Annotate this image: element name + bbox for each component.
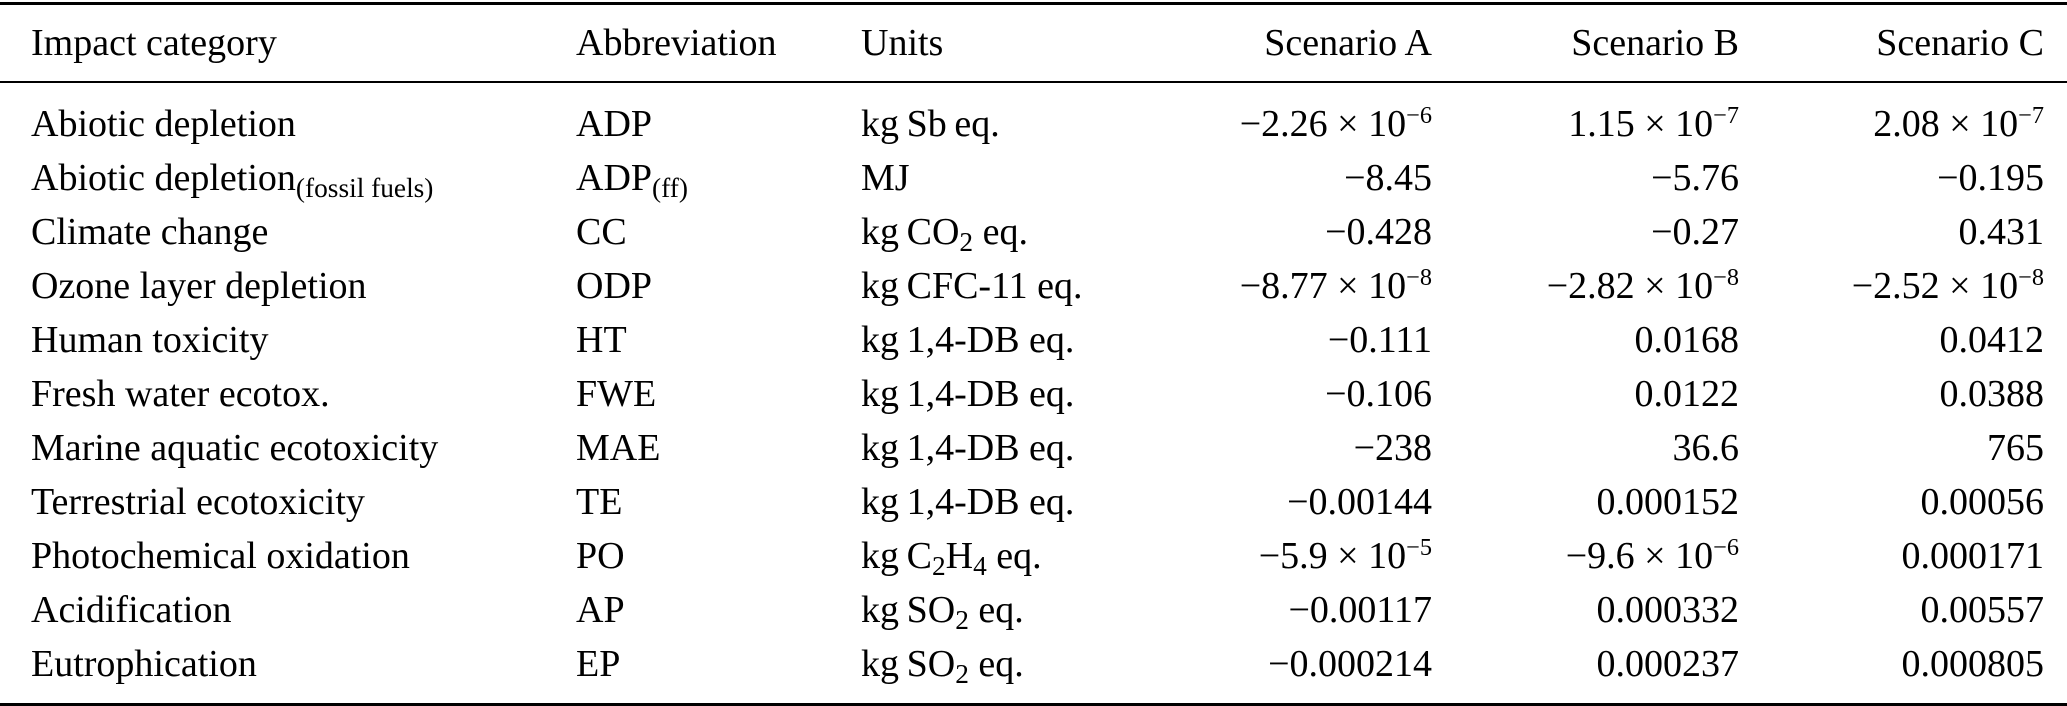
scenario-a-cell: −0.000214 bbox=[1268, 643, 1432, 685]
table-row: Ozone layer depletion ODP kg CFC-11 eq. … bbox=[0, 259, 2067, 313]
header-row: Impact category Abbreviation Units Scena… bbox=[0, 4, 2067, 82]
scenario-c-cell: 0.00557 bbox=[1920, 589, 2045, 631]
abbreviation-cell: TE bbox=[576, 481, 623, 523]
abbreviation-cell: CC bbox=[576, 211, 627, 253]
units-cell: kg 1,4-DB eq. bbox=[861, 319, 1075, 361]
abbreviation-header: Abbreviation bbox=[576, 22, 777, 64]
abbreviation-cell: MAE bbox=[576, 427, 661, 469]
units-cell: kg Sb eq. bbox=[861, 103, 1000, 145]
table-row: Fresh water ecotox. FWE kg 1,4-DB eq. −0… bbox=[0, 367, 2067, 421]
abbreviation-cell: PO bbox=[576, 535, 625, 577]
scenario-b-cell: 1.15 × 10−7 bbox=[1568, 101, 1739, 145]
scenario-a-cell: −238 bbox=[1353, 427, 1432, 469]
table-row: Marine aquatic ecotoxicity MAE kg 1,4-DB… bbox=[0, 421, 2067, 475]
scenario-a-header: Scenario A bbox=[1264, 22, 1432, 64]
scenario-b-cell: −2.82 × 10−8 bbox=[1546, 263, 1739, 307]
scenario-b-cell: 0.000237 bbox=[1596, 643, 1740, 685]
impact-category-header: Impact category bbox=[31, 22, 277, 64]
abbreviation-cell: HT bbox=[576, 319, 627, 361]
scenario-a-cell: −8.77 × 10−8 bbox=[1239, 263, 1432, 307]
scenario-b-cell: 0.0122 bbox=[1634, 373, 1740, 415]
abbreviation-cell: AP bbox=[576, 589, 625, 631]
units-cell: kg SO2 eq. bbox=[861, 589, 1024, 636]
units-cell: kg SO2 eq. bbox=[861, 643, 1024, 690]
impact-category-cell: Fresh water ecotox. bbox=[31, 373, 330, 415]
scenario-c-cell: −0.195 bbox=[1937, 157, 2044, 199]
scenario-a-cell: −8.45 bbox=[1344, 157, 1432, 199]
scenario-c-cell: 0.0388 bbox=[1939, 373, 2045, 415]
abbreviation-cell: ADP(ff) bbox=[576, 157, 688, 204]
impact-category-cell: Human toxicity bbox=[31, 319, 269, 361]
scenario-b-header: Scenario B bbox=[1571, 22, 1739, 64]
scenario-b-cell: −5.76 bbox=[1651, 157, 1739, 199]
abbreviation-cell: ODP bbox=[576, 265, 653, 307]
impact-category-cell: Climate change bbox=[31, 211, 269, 253]
impact-category-cell: Terrestrial ecotoxicity bbox=[31, 481, 365, 523]
units-cell: kg 1,4-DB eq. bbox=[861, 373, 1075, 415]
scenario-b-cell: 36.6 bbox=[1672, 427, 1740, 469]
units-cell: kg 1,4-DB eq. bbox=[861, 481, 1075, 523]
scenario-a-cell: −0.428 bbox=[1325, 211, 1432, 253]
units-cell: kg CFC-11 eq. bbox=[861, 265, 1083, 307]
scenario-c-cell: 0.00056 bbox=[1920, 481, 2045, 523]
scenario-a-cell: −5.9 × 10−5 bbox=[1258, 533, 1432, 577]
impact-category-cell: Ozone layer depletion bbox=[31, 265, 367, 307]
scenario-c-cell: 765 bbox=[1987, 427, 2044, 469]
scenario-a-cell: −0.00117 bbox=[1288, 589, 1432, 631]
units-header: Units bbox=[861, 22, 944, 64]
table-row: Human toxicity HT kg 1,4-DB eq. −0.111 0… bbox=[0, 313, 2067, 367]
scenario-c-header: Scenario C bbox=[1876, 22, 2044, 64]
abbreviation-cell: EP bbox=[576, 643, 621, 685]
scenario-a-cell: −0.106 bbox=[1325, 373, 1432, 415]
table-row: Eutrophication EP kg SO2 eq. −0.000214 0… bbox=[0, 637, 2067, 705]
scenario-a-cell: −2.26 × 10−6 bbox=[1239, 101, 1432, 145]
abbreviation-cell: FWE bbox=[576, 373, 657, 415]
impact-category-cell: Abiotic depletion(fossil fuels) bbox=[31, 157, 434, 204]
scenario-b-cell: 0.0168 bbox=[1634, 319, 1740, 361]
units-cell: kg CO2 eq. bbox=[861, 211, 1028, 258]
impact-category-cell: Acidification bbox=[31, 589, 232, 631]
scenario-c-cell: 2.08 × 10−7 bbox=[1873, 101, 2044, 145]
units-cell: MJ bbox=[861, 157, 910, 199]
scenario-a-cell: −0.111 bbox=[1327, 319, 1432, 361]
units-cell: kg 1,4-DB eq. bbox=[861, 427, 1075, 469]
scenario-a-cell: −0.00144 bbox=[1287, 481, 1432, 523]
table-row: Terrestrial ecotoxicity TE kg 1,4-DB eq.… bbox=[0, 475, 2067, 529]
table-row: Climate change CC kg CO2 eq. −0.428 −0.2… bbox=[0, 205, 2067, 259]
abbreviation-cell: ADP bbox=[576, 103, 653, 145]
impact-category-cell: Photochemical oxidation bbox=[31, 535, 410, 577]
scenario-c-cell: 0.431 bbox=[1958, 211, 2045, 253]
scenario-c-cell: 0.0412 bbox=[1939, 319, 2045, 361]
scenario-c-cell: −2.52 × 10−8 bbox=[1851, 263, 2044, 307]
scenario-c-cell: 0.000171 bbox=[1901, 535, 2045, 577]
scenario-b-cell: 0.000152 bbox=[1596, 481, 1740, 523]
units-cell: kg C2H4 eq. bbox=[861, 535, 1042, 582]
impact-category-cell: Eutrophication bbox=[31, 643, 257, 685]
impact-category-cell: Abiotic depletion bbox=[31, 103, 296, 145]
scenario-b-cell: 0.000332 bbox=[1596, 589, 1740, 631]
table-row: Acidification AP kg SO2 eq. −0.00117 0.0… bbox=[0, 583, 2067, 637]
scenario-c-cell: 0.000805 bbox=[1901, 643, 2045, 685]
impact-category-cell: Marine aquatic ecotoxicity bbox=[31, 427, 439, 469]
scenario-b-cell: −0.27 bbox=[1651, 211, 1739, 253]
table-row: Abiotic depletion(fossil fuels) ADP(ff) … bbox=[0, 151, 2067, 205]
table-row: Photochemical oxidation PO kg C2H4 eq. −… bbox=[0, 529, 2067, 583]
table-row: Abiotic depletion ADP kg Sb eq. −2.26 × … bbox=[0, 82, 2067, 151]
scenario-b-cell: −9.6 × 10−6 bbox=[1565, 533, 1739, 577]
